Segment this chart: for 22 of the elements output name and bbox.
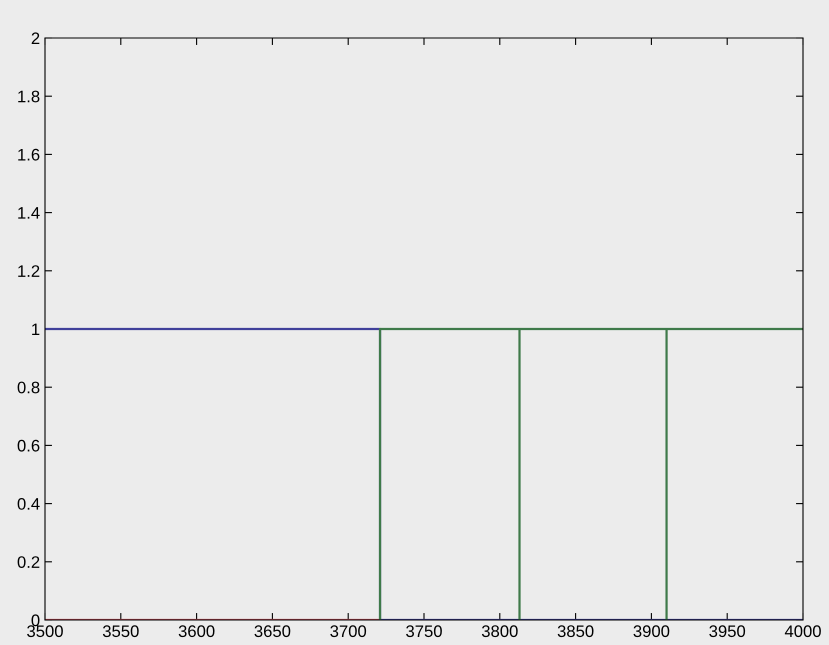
y-tick-label: 2 bbox=[32, 32, 40, 44]
y-tick-label: 0 bbox=[32, 614, 40, 626]
x-tick-label: 3550 bbox=[102, 625, 139, 638]
y-tick-label: 1.4 bbox=[18, 207, 40, 219]
y-tick-label: 1.8 bbox=[18, 90, 40, 102]
x-tick-label: 3950 bbox=[709, 625, 746, 638]
x-tick-label: 3850 bbox=[558, 625, 594, 638]
y-tick-label: 0.8 bbox=[18, 382, 40, 394]
x-tick-label: 3600 bbox=[178, 625, 214, 638]
x-tick-label: 3900 bbox=[634, 625, 670, 638]
x-tick-label: 3700 bbox=[330, 625, 366, 638]
x-tick-label: 3800 bbox=[482, 625, 518, 638]
x-tick-label: 3750 bbox=[406, 625, 442, 638]
y-tick-label: 1.6 bbox=[18, 148, 40, 161]
y-tick-label: 0.4 bbox=[18, 498, 40, 510]
x-tick-label: 3650 bbox=[254, 625, 290, 638]
y-tick-label: 0.6 bbox=[18, 440, 40, 452]
x-tick-label: 3500 bbox=[27, 625, 63, 638]
y-tick-label: 0.2 bbox=[18, 556, 40, 568]
x-tick-label: 4000 bbox=[784, 625, 821, 638]
y-tick-label: 1 bbox=[32, 324, 40, 336]
y-tick-label: 1.2 bbox=[18, 265, 40, 277]
